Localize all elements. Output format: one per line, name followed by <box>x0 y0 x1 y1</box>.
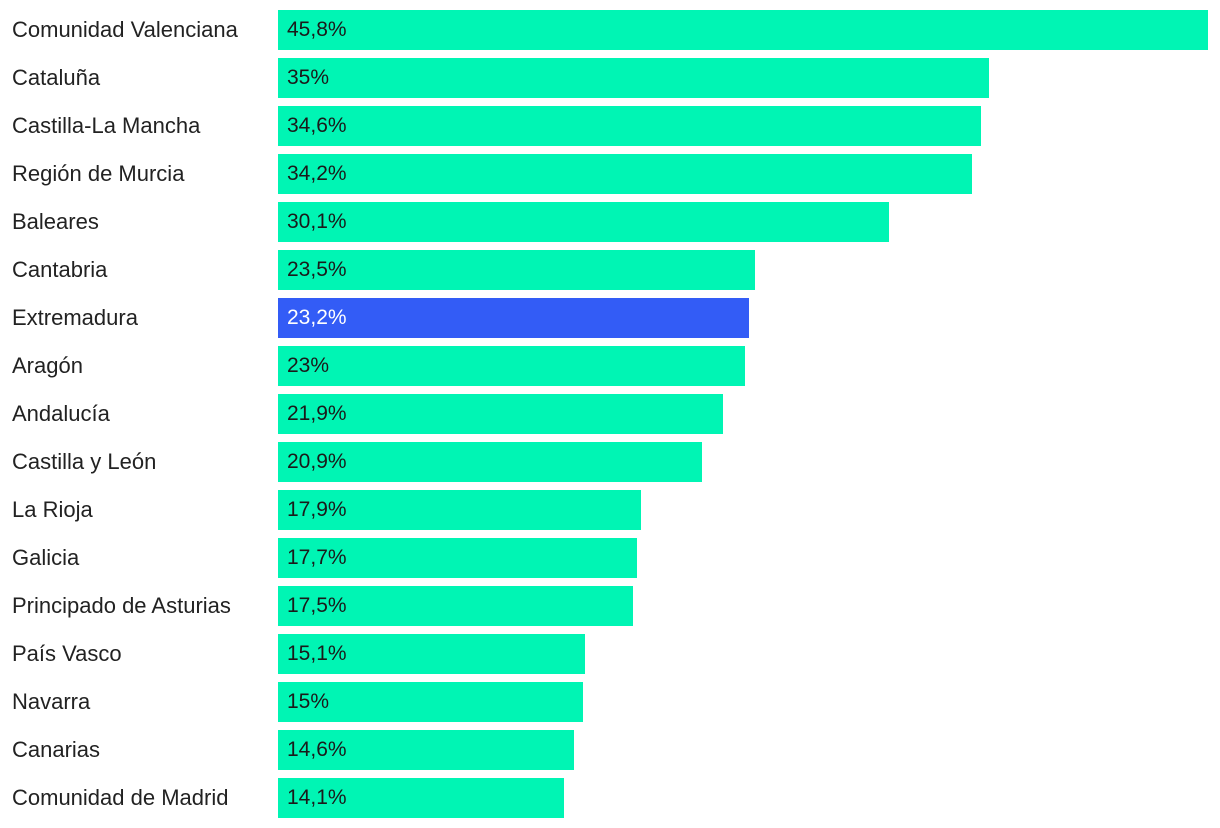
bar <box>278 778 564 818</box>
value-label: 23,2% <box>287 306 347 329</box>
value-label: 15% <box>287 690 330 713</box>
bar <box>278 538 637 578</box>
category-label: Extremadura <box>12 305 138 330</box>
category-label: Navarra <box>12 689 91 714</box>
category-label: Castilla-La Mancha <box>12 113 201 138</box>
bar <box>278 346 745 386</box>
value-label: 23% <box>287 354 330 377</box>
bar <box>278 250 755 290</box>
value-label: 35% <box>287 66 330 89</box>
category-label: Principado de Asturias <box>12 593 231 618</box>
bar <box>278 202 889 242</box>
value-label: 23,5% <box>287 258 347 281</box>
value-label: 17,5% <box>287 594 347 617</box>
bar <box>278 442 702 482</box>
category-label: Región de Murcia <box>12 161 185 186</box>
category-label: Aragón <box>12 353 83 378</box>
value-label: 17,9% <box>287 498 347 521</box>
bar-highlighted <box>278 298 749 338</box>
value-label: 14,1% <box>287 786 347 809</box>
category-label: Comunidad de Madrid <box>12 785 229 810</box>
bar <box>278 634 585 674</box>
value-label: 17,7% <box>287 546 347 569</box>
bar <box>278 394 723 434</box>
category-label: Cantabria <box>12 257 108 282</box>
category-label: Baleares <box>12 209 99 234</box>
bar <box>278 586 633 626</box>
value-label: 15,1% <box>287 642 347 665</box>
category-label: Cataluña <box>12 65 101 90</box>
category-label: Canarias <box>12 737 101 762</box>
value-label: 34,2% <box>287 162 347 185</box>
value-label: 14,6% <box>287 738 347 761</box>
category-label: Castilla y León <box>12 449 157 474</box>
bar <box>278 106 981 146</box>
bar <box>278 730 574 770</box>
bar <box>278 10 1208 50</box>
category-label: País Vasco <box>12 641 122 666</box>
bar <box>278 58 989 98</box>
value-label: 21,9% <box>287 402 347 425</box>
value-label: 45,8% <box>287 18 347 41</box>
bar <box>278 490 641 530</box>
category-label: Galicia <box>12 545 80 570</box>
category-label: Andalucía <box>12 401 110 426</box>
category-label: Comunidad Valenciana <box>12 17 238 42</box>
value-label: 20,9% <box>287 450 347 473</box>
bar <box>278 682 583 722</box>
bar <box>278 154 972 194</box>
category-label: La Rioja <box>12 497 93 522</box>
value-label: 34,6% <box>287 114 347 137</box>
value-label: 30,1% <box>287 210 347 233</box>
